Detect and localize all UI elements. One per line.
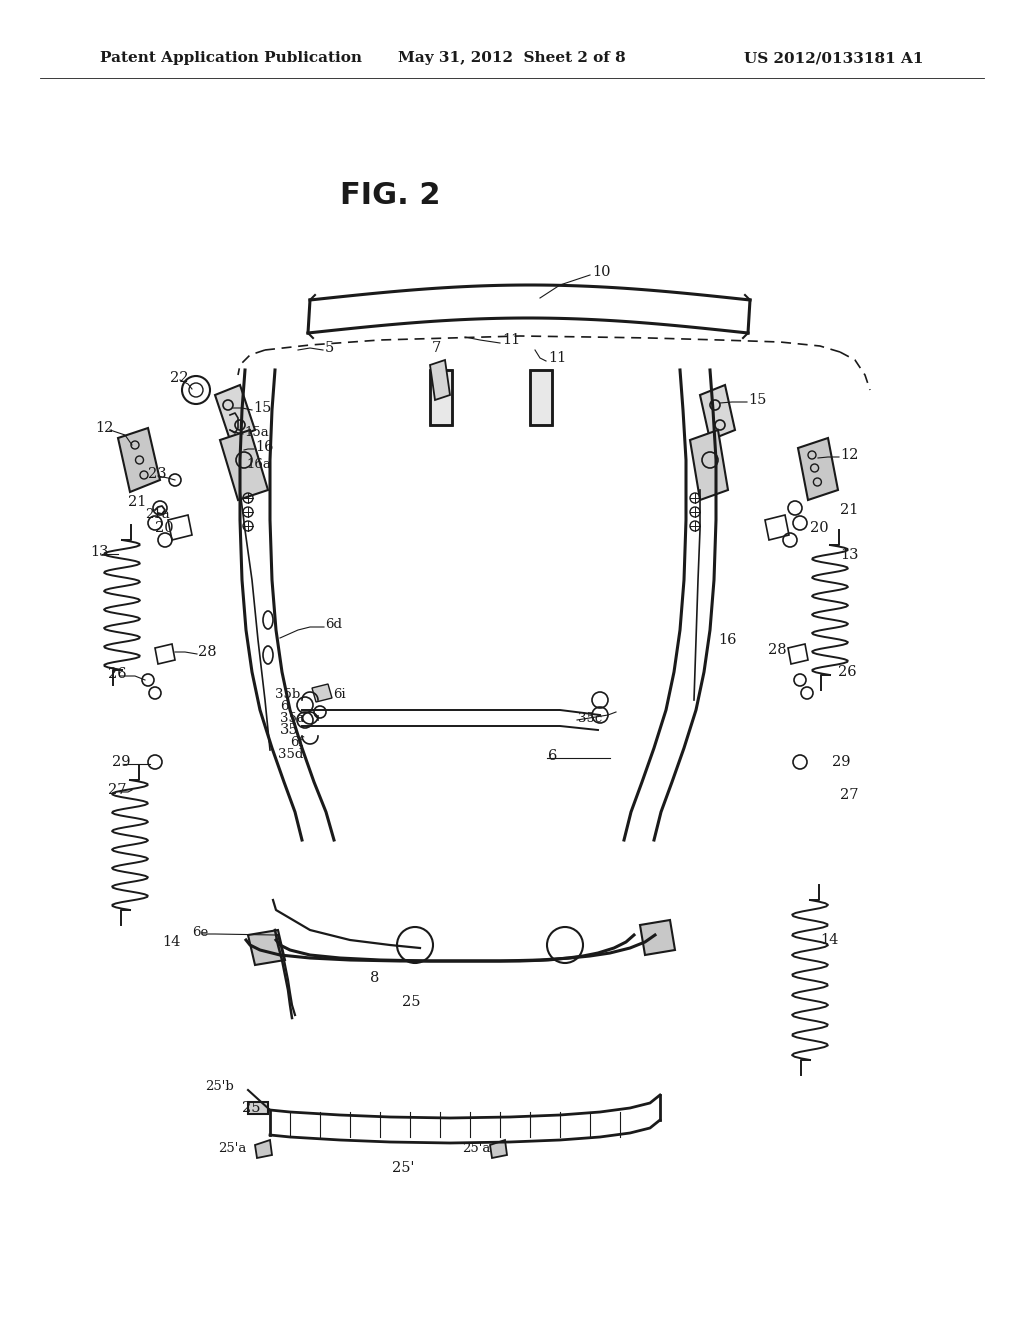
Text: 15a: 15a <box>244 425 268 438</box>
Text: 6: 6 <box>548 748 557 763</box>
Text: 10: 10 <box>592 265 610 279</box>
Text: 25: 25 <box>402 995 421 1008</box>
Text: Patent Application Publication: Patent Application Publication <box>100 51 362 65</box>
Text: 11: 11 <box>502 333 520 347</box>
Polygon shape <box>430 360 450 400</box>
Text: 6f: 6f <box>290 735 303 748</box>
Polygon shape <box>700 385 735 440</box>
Text: 14: 14 <box>820 933 839 946</box>
Polygon shape <box>215 385 255 440</box>
Text: 35b: 35b <box>275 688 300 701</box>
Text: 26: 26 <box>108 667 127 681</box>
Polygon shape <box>640 920 675 954</box>
Text: 35a: 35a <box>280 711 305 725</box>
Bar <box>530 370 552 425</box>
Text: 16a: 16a <box>246 458 271 470</box>
Text: 6: 6 <box>280 700 289 713</box>
Polygon shape <box>798 438 838 500</box>
Polygon shape <box>118 428 160 492</box>
Text: 11: 11 <box>548 351 566 366</box>
Text: 13: 13 <box>840 548 858 562</box>
Text: 22: 22 <box>170 371 188 385</box>
Text: 20: 20 <box>810 521 828 535</box>
Text: 6i: 6i <box>333 688 346 701</box>
Text: 23: 23 <box>148 467 167 480</box>
Text: 7: 7 <box>432 341 441 355</box>
Text: May 31, 2012  Sheet 2 of 8: May 31, 2012 Sheet 2 of 8 <box>398 51 626 65</box>
Text: 16: 16 <box>255 440 273 454</box>
Text: 21a: 21a <box>145 507 170 520</box>
Text: 29: 29 <box>831 755 851 770</box>
Text: 25'b: 25'b <box>205 1080 233 1093</box>
Text: 21: 21 <box>840 503 858 517</box>
Text: 35: 35 <box>280 723 299 737</box>
Polygon shape <box>220 430 268 500</box>
Polygon shape <box>312 684 332 702</box>
Polygon shape <box>690 430 728 500</box>
Text: 20: 20 <box>155 521 174 535</box>
Text: 15: 15 <box>253 401 271 414</box>
Text: 15: 15 <box>748 393 766 407</box>
Text: US 2012/0133181 A1: US 2012/0133181 A1 <box>744 51 924 65</box>
Text: 5: 5 <box>325 341 334 355</box>
Text: 6e: 6e <box>193 925 208 939</box>
Text: 35d: 35d <box>278 747 303 760</box>
Polygon shape <box>248 931 285 965</box>
Text: 25: 25 <box>242 1101 260 1115</box>
Text: 21: 21 <box>128 495 146 510</box>
Text: 28: 28 <box>198 645 217 659</box>
Text: 27: 27 <box>840 788 858 803</box>
Text: FIG. 2: FIG. 2 <box>340 181 440 210</box>
Text: 16: 16 <box>718 634 736 647</box>
Text: 6d: 6d <box>325 618 342 631</box>
Text: 14: 14 <box>162 935 180 949</box>
Polygon shape <box>255 1140 272 1158</box>
Bar <box>430 370 452 425</box>
Polygon shape <box>490 1140 507 1158</box>
Text: 12: 12 <box>840 447 858 462</box>
Text: 26: 26 <box>838 665 857 678</box>
Bar <box>248 1102 268 1114</box>
Bar <box>530 370 552 425</box>
Text: 27: 27 <box>108 783 127 797</box>
Text: 25'a: 25'a <box>462 1142 490 1155</box>
Text: 29: 29 <box>112 755 130 770</box>
Text: 35c: 35c <box>578 711 602 725</box>
Text: 13: 13 <box>90 545 109 558</box>
Text: 28: 28 <box>768 643 786 657</box>
Text: 12: 12 <box>95 421 114 436</box>
Bar <box>430 370 452 425</box>
Text: 25': 25' <box>392 1162 415 1175</box>
Text: 25'a: 25'a <box>218 1142 247 1155</box>
Text: 8: 8 <box>370 972 379 985</box>
